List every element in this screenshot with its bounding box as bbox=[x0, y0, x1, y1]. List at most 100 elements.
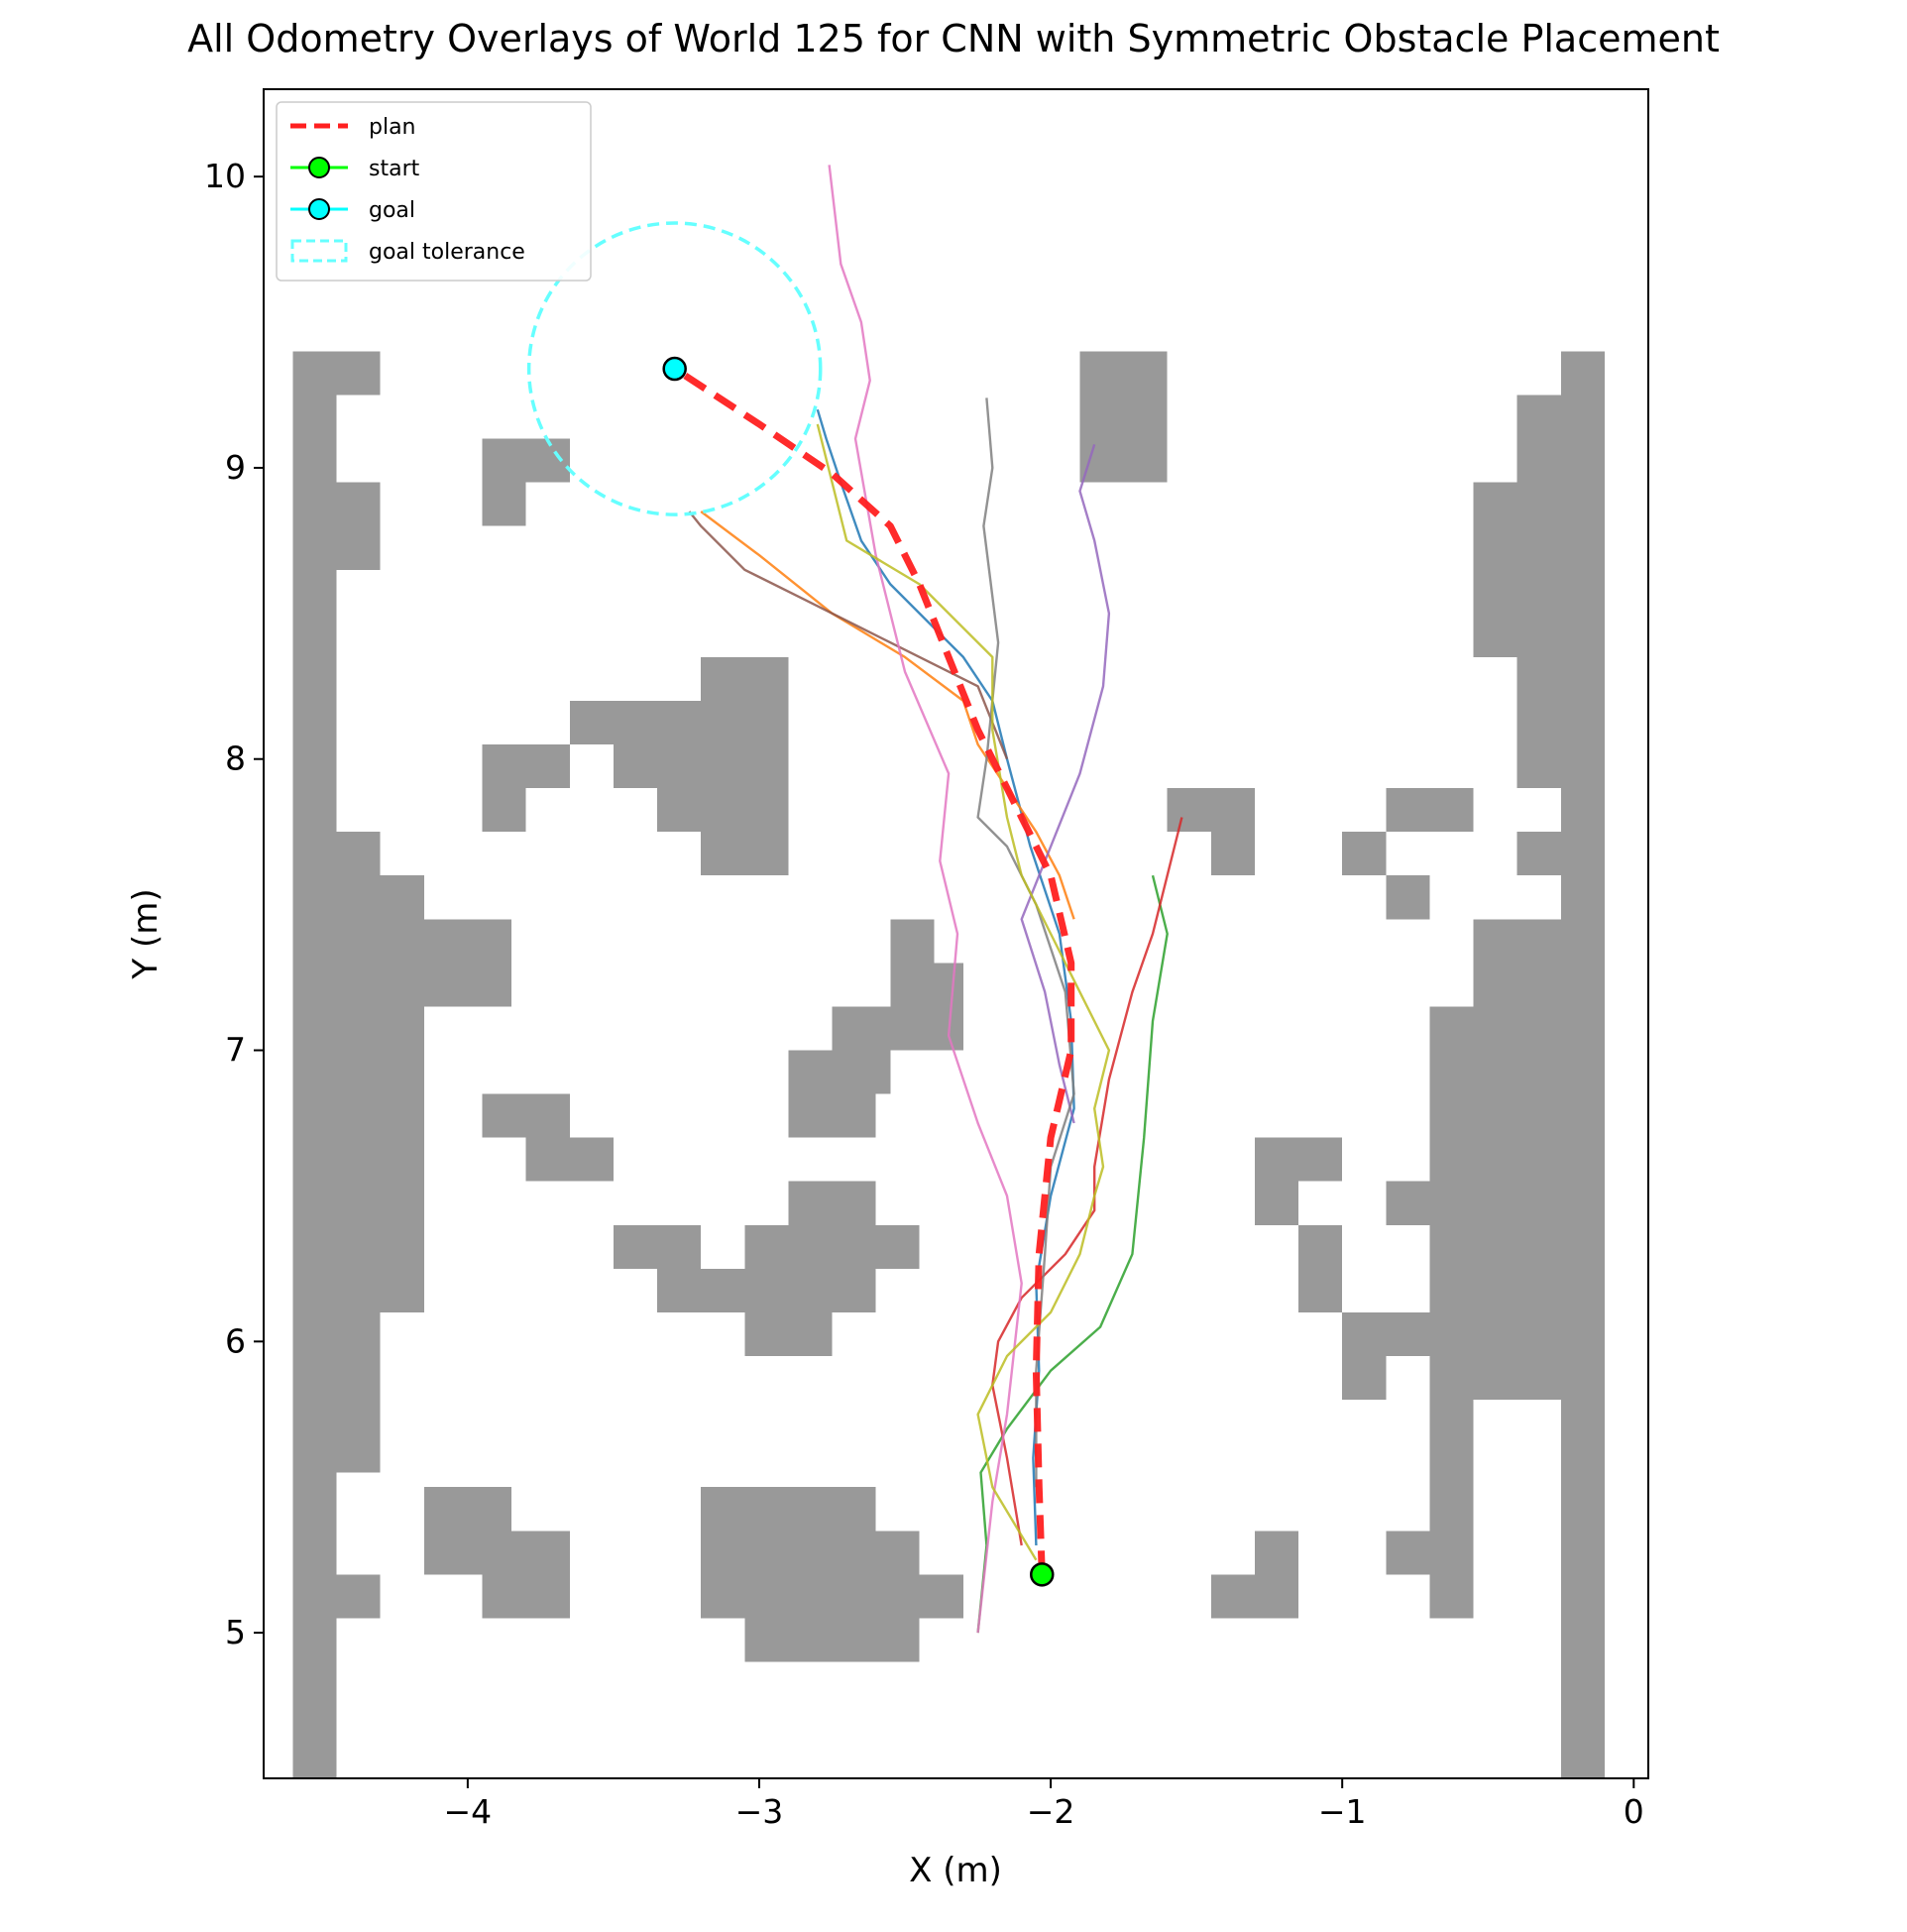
obstacle-cell bbox=[1254, 1137, 1343, 1182]
obstacle-map bbox=[292, 351, 1605, 1778]
obstacle-cell bbox=[1342, 1311, 1430, 1356]
obstacle-cell bbox=[423, 1487, 511, 1532]
goal-tolerance-circle bbox=[526, 221, 823, 516]
obstacle-cell bbox=[744, 1311, 833, 1356]
x-tick-label: 0 bbox=[1624, 1792, 1644, 1831]
obstacle-cell bbox=[1473, 482, 1517, 657]
obstacle-cell bbox=[525, 744, 570, 789]
x-axis-ticks: −4 −3 −2 −1 0 bbox=[444, 1778, 1644, 1831]
obstacle-cell bbox=[336, 1574, 381, 1619]
legend-item-goal-tolerance: goal tolerance bbox=[290, 239, 525, 265]
legend-item-plan: plan bbox=[290, 115, 416, 140]
obstacle-cell bbox=[482, 1574, 570, 1619]
legend-label-goal-tolerance: goal tolerance bbox=[369, 240, 525, 265]
odometry-trajectory-3 bbox=[976, 874, 1169, 1634]
odometry-trajectory-6 bbox=[688, 511, 1009, 760]
odometry-trajectories bbox=[672, 165, 1183, 1634]
obstacle-cell bbox=[788, 1050, 833, 1094]
legend-box bbox=[276, 101, 592, 282]
obstacle-cell bbox=[482, 438, 570, 483]
obstacle-cell bbox=[1516, 832, 1561, 876]
obstacle-cell bbox=[1210, 1574, 1299, 1619]
odometry-trajectory-5 bbox=[1020, 444, 1111, 1124]
start-marker bbox=[1030, 1562, 1055, 1587]
y-tick-label: 6 bbox=[225, 1321, 246, 1360]
obstacle-cell bbox=[336, 351, 381, 396]
obstacle-cell bbox=[1342, 1356, 1387, 1401]
obstacle-cell bbox=[1167, 788, 1255, 833]
obstacle-cell bbox=[569, 700, 702, 745]
obstacle-cell bbox=[482, 744, 526, 833]
markers bbox=[526, 221, 1055, 1587]
obstacle-cell bbox=[1516, 395, 1561, 789]
goal-marker bbox=[662, 356, 687, 382]
obstacle-cell bbox=[744, 1618, 920, 1662]
start-legend-marker bbox=[308, 157, 330, 178]
x-axis-label: X (m) bbox=[909, 1851, 1002, 1890]
legend: plan start goal goal tolerance bbox=[276, 101, 592, 282]
obstacle-cell bbox=[1210, 832, 1255, 876]
obstacle-cell bbox=[1473, 919, 1561, 1312]
plot-frame bbox=[263, 88, 1649, 1779]
obstacle-cell bbox=[1254, 1181, 1299, 1225]
odometry-trajectory-1 bbox=[816, 408, 1075, 1546]
legend-item-goal: goal bbox=[290, 198, 415, 223]
x-tick-label: −3 bbox=[735, 1792, 784, 1831]
obstacle-cell bbox=[701, 1574, 963, 1619]
y-tick-label: 9 bbox=[225, 448, 246, 487]
obstacle-cell bbox=[1386, 1531, 1430, 1575]
obstacle-cell bbox=[292, 351, 337, 1778]
obstacle-cell bbox=[701, 1487, 876, 1532]
obstacle-cell bbox=[482, 482, 526, 526]
obstacle-cell bbox=[890, 919, 935, 964]
obstacle-cell bbox=[613, 744, 702, 789]
obstacle-cell bbox=[744, 1224, 920, 1269]
obstacle-cell bbox=[423, 1531, 570, 1575]
obstacle-cell bbox=[613, 1224, 702, 1269]
obstacle-cell bbox=[701, 1531, 920, 1575]
obstacle-cell bbox=[788, 1181, 876, 1225]
obstacle-cell bbox=[1560, 351, 1605, 1778]
y-axis-label: Y (m) bbox=[126, 888, 166, 979]
odometry-trajectory-7 bbox=[828, 165, 1023, 1634]
obstacle-cell bbox=[336, 482, 381, 570]
obstacle-cell bbox=[788, 1093, 876, 1138]
obstacle-cell bbox=[1429, 1137, 1474, 1619]
plan-path bbox=[672, 366, 1075, 1575]
obstacle-cell bbox=[1386, 788, 1474, 833]
chart-title: All Odometry Overlays of World 125 for C… bbox=[187, 17, 1720, 60]
obstacle-cell bbox=[1386, 1181, 1430, 1225]
obstacle-cell bbox=[1079, 351, 1168, 483]
odometry-trajectory-9 bbox=[816, 423, 1111, 1561]
x-tick-label: −2 bbox=[1027, 1792, 1075, 1831]
obstacle-cell bbox=[701, 656, 789, 876]
obstacle-cell bbox=[1254, 1531, 1299, 1575]
obstacle-cell bbox=[1473, 1311, 1561, 1401]
odometry-trajectory-4 bbox=[991, 817, 1183, 1546]
obstacle-cell bbox=[1342, 832, 1387, 876]
legend-label-plan: plan bbox=[369, 115, 416, 140]
y-tick-label: 10 bbox=[204, 157, 246, 195]
y-axis-ticks: 5 6 7 8 9 10 bbox=[204, 157, 264, 1651]
obstacle-cell bbox=[657, 1268, 876, 1312]
obstacle-cell bbox=[1429, 1006, 1474, 1138]
obstacle-cell bbox=[525, 1137, 614, 1182]
legend-label-goal: goal bbox=[369, 198, 415, 223]
obstacle-cell bbox=[423, 919, 511, 1007]
y-tick-label: 7 bbox=[225, 1031, 246, 1070]
x-tick-label: −1 bbox=[1318, 1792, 1367, 1831]
legend-item-start: start bbox=[290, 157, 420, 181]
obstacle-cell bbox=[1386, 875, 1430, 920]
obstacle-cell bbox=[380, 875, 424, 1312]
y-tick-label: 5 bbox=[225, 1613, 246, 1651]
legend-label-start: start bbox=[369, 157, 420, 181]
obstacle-cell bbox=[832, 1006, 891, 1094]
obstacle-cell bbox=[482, 1093, 570, 1138]
obstacle-cell bbox=[1079, 395, 1124, 410]
obstacle-cell bbox=[1298, 1224, 1343, 1312]
obstacle-cell bbox=[657, 788, 702, 833]
goal-legend-marker bbox=[308, 198, 330, 220]
obstacle-cell bbox=[336, 832, 381, 1473]
y-tick-label: 8 bbox=[225, 739, 246, 778]
